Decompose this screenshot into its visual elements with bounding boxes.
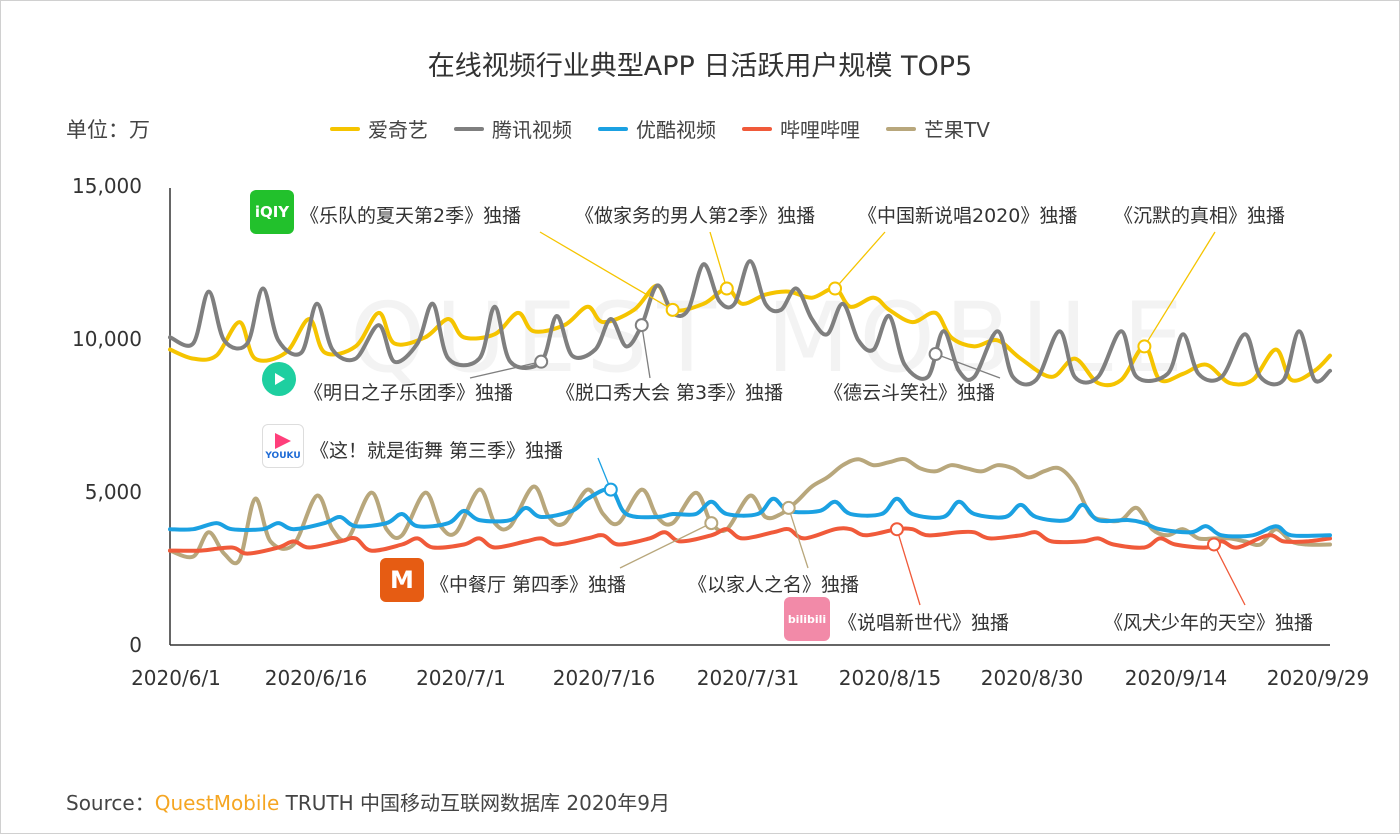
legend-label-youku: 优酷视频 xyxy=(636,118,716,142)
annotation-leader xyxy=(469,361,542,379)
source-prefix: Source： xyxy=(66,791,155,815)
legend-label-iqiyi: 爱奇艺 xyxy=(368,118,428,142)
legend-swatch-iqiyi xyxy=(330,126,360,131)
legend-label-mgtv: 芒果TV xyxy=(924,118,990,142)
annotation-leader xyxy=(539,231,673,311)
x-tick-label: 2020/8/30 xyxy=(980,666,1084,690)
annotation-leader xyxy=(896,529,921,606)
tencent-video-logo xyxy=(262,362,296,396)
legend-label-bilibili: 哔哩哔哩 xyxy=(780,118,860,142)
x-tick-label: 2020/6/1 xyxy=(131,666,221,690)
x-tick-label: 2020/7/31 xyxy=(696,666,800,690)
annotation-label: 《中国新说唱2020》独播 xyxy=(858,205,1078,227)
annotation-marker xyxy=(1137,339,1152,354)
legend-swatch-youku xyxy=(598,126,628,131)
annotation-leader xyxy=(788,507,809,569)
legend-label-tencent: 腾讯视频 xyxy=(492,118,572,142)
legend-swatch-bilibili xyxy=(742,126,772,131)
series-line-1 xyxy=(168,259,1332,387)
annotation-label: 《以家人之名》独播 xyxy=(688,574,860,596)
series-line-2 xyxy=(168,487,1332,539)
annotation-label: 《风犬少年的天空》独播 xyxy=(1104,612,1314,634)
legend: 爱奇艺 腾讯视频 优酷视频 哔哩哔哩 芒果TV xyxy=(330,114,990,143)
play-icon xyxy=(275,373,285,385)
annotation-leader xyxy=(641,324,651,379)
series-line-3 xyxy=(168,526,1332,556)
annotation-label: 《脱口秀大会 第3季》独播 xyxy=(556,382,784,404)
annotation-label: 《这！就是街舞 第三季》独播 xyxy=(310,440,564,462)
y-tick-label: 15,000 xyxy=(72,174,142,198)
mgtv-logo: M xyxy=(380,558,424,602)
x-tick-label: 2020/7/16 xyxy=(552,666,656,690)
annotation-leader xyxy=(709,231,728,289)
annotation-marker xyxy=(781,500,796,515)
legend-item-bilibili: 哔哩哔哩 xyxy=(742,114,860,143)
legend-item-tencent: 腾讯视频 xyxy=(454,114,572,143)
annotation-label: 《说唱新世代》独播 xyxy=(838,612,1010,634)
annotation-label: 《中餐厅 第四季》独播 xyxy=(430,574,627,596)
annotation-leader xyxy=(1213,544,1246,606)
annotation-marker xyxy=(1207,537,1221,552)
y-tick-label: 10,000 xyxy=(72,327,142,351)
annotation-label: 《做家务的男人第2季》独播 xyxy=(575,205,816,227)
annotation-marker xyxy=(634,318,649,333)
y-tick-label: 0 xyxy=(129,633,142,657)
bilibili-logo: bilibili xyxy=(784,597,830,641)
x-tick-label: 2020/7/1 xyxy=(416,666,506,690)
iqiyi-logo: iQIY xyxy=(250,190,294,234)
source-brand: QuestMobile xyxy=(154,791,280,815)
youku-play-icon xyxy=(275,433,291,449)
annotation-marker xyxy=(704,516,719,531)
annotation-marker xyxy=(603,482,618,497)
unit-label: 单位：万 xyxy=(66,118,150,142)
annotation-leader xyxy=(935,353,1001,379)
source-note: Source：QuestMobile TRUTH 中国移动互联网数据库 2020… xyxy=(66,787,670,816)
legend-swatch-tencent xyxy=(454,126,484,131)
annotation-marker xyxy=(928,347,943,362)
annotation-marker xyxy=(719,281,734,296)
x-tick-label: 2020/9/14 xyxy=(1124,666,1228,690)
annotation-marker xyxy=(534,354,549,369)
legend-item-youku: 优酷视频 xyxy=(598,114,716,143)
x-tick-label: 2020/6/16 xyxy=(264,666,368,690)
annotation-label: 《乐队的夏天第2季》独播 xyxy=(300,205,522,227)
source-rest: TRUTH 中国移动互联网数据库 2020年9月 xyxy=(279,791,670,815)
legend-swatch-mgtv xyxy=(886,126,916,131)
legend-item-iqiyi: 爱奇艺 xyxy=(330,114,428,143)
leader-layer xyxy=(469,231,1246,606)
chart-title: 在线视频行业典型APP 日活跃用户规模 TOP5 xyxy=(427,51,973,82)
youku-logo-text: YOUKU xyxy=(265,451,301,461)
axes xyxy=(169,188,1330,646)
annotation-leader xyxy=(834,231,886,289)
annotation-leader xyxy=(619,522,712,569)
series-line-4 xyxy=(168,456,1332,566)
legend-item-mgtv: 芒果TV xyxy=(886,114,990,143)
youku-logo: YOUKU xyxy=(262,424,304,468)
x-tick-label: 2020/9/29 xyxy=(1266,666,1370,690)
series-line-0 xyxy=(168,283,1332,388)
series-layer xyxy=(168,259,1332,566)
annotation-marker xyxy=(665,302,680,317)
annotation-label: 《明日之子乐团季》独播 xyxy=(304,382,514,404)
annotation-label: 《德云斗笑社》独播 xyxy=(824,382,996,404)
x-tick-label: 2020/8/15 xyxy=(838,666,942,690)
annotation-leader xyxy=(1143,231,1216,347)
annotation-marker xyxy=(889,522,904,537)
y-tick-label: 5,000 xyxy=(84,480,142,504)
annotation-marker xyxy=(828,281,843,296)
annotation-label: 《沉默的真相》独播 xyxy=(1114,205,1286,227)
